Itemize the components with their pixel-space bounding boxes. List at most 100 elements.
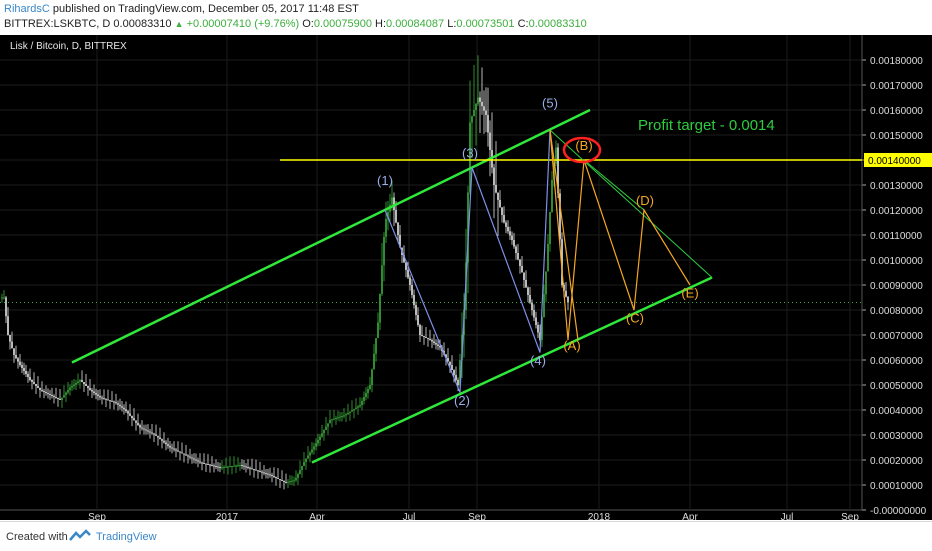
candle-body: [263, 472, 265, 474]
candle-body: [221, 467, 223, 469]
target-price-label: 0.00140000: [868, 156, 921, 167]
chart-panel[interactable]: 0.00180000 0.00170000 0.00160000 0.00150000…: [0, 35, 932, 520]
candle-body: [43, 391, 45, 392]
wave-label: (D): [636, 193, 654, 208]
triangle-segment: [583, 159, 645, 211]
high-value: 0.00084087: [386, 18, 445, 30]
candle-body: [381, 265, 383, 294]
publish-line: RihardsC published on TradingView.com, D…: [4, 3, 359, 15]
candle-body: [537, 325, 539, 333]
candle-body: [485, 110, 487, 115]
candle-body: [549, 212, 551, 244]
candle-body: [31, 380, 33, 382]
candle-body: [457, 380, 459, 385]
x-tick-label: 2017: [216, 512, 239, 520]
candle-body: [125, 409, 127, 412]
candle-body: [447, 358, 449, 362]
candle-body: [425, 337, 427, 338]
price-chart[interactable]: 0.00180000 0.00170000 0.00160000 0.00150000…: [0, 35, 932, 520]
candle-body: [91, 390, 93, 392]
candle-body: [183, 453, 185, 455]
candle-body: [285, 482, 287, 483]
candle-body: [429, 339, 431, 340]
candle-body: [211, 465, 213, 466]
candle-body: [163, 440, 165, 443]
candle-body: [1, 297, 3, 299]
candle-body: [327, 423, 329, 427]
candle-body: [547, 244, 549, 272]
low-value: 0.00073501: [456, 18, 515, 30]
candle-body: [59, 399, 61, 400]
candle-body: [45, 392, 47, 393]
profit-target-annotation: Profit target - 0.0014: [638, 117, 775, 134]
candle-body: [153, 433, 155, 435]
tradingview-brand[interactable]: TradingView: [96, 531, 157, 543]
candle-body: [7, 316, 9, 335]
candle-body: [419, 325, 421, 335]
candle-body: [301, 466, 303, 470]
candle-body: [75, 383, 77, 385]
candle-body: [305, 458, 307, 462]
candle-body: [479, 97, 481, 102]
candle-body: [249, 467, 251, 469]
candle-body: [353, 409, 355, 411]
candle-body: [149, 431, 151, 433]
candle-body: [175, 449, 177, 451]
candle-body: [113, 401, 115, 403]
candle-body: [349, 411, 351, 413]
y-tick-label: 0.00100000: [870, 256, 923, 267]
candle-body: [231, 466, 233, 467]
candle-body: [207, 464, 209, 465]
candle-body: [313, 446, 315, 450]
candle-body: [283, 481, 285, 482]
candle-body: [391, 197, 393, 205]
candle-body: [555, 147, 557, 164]
candle-body: [331, 419, 333, 421]
candle-body: [517, 253, 519, 260]
candle-body: [73, 384, 75, 386]
candle-body: [235, 465, 237, 467]
candle-body: [203, 463, 205, 464]
candle-body: [273, 476, 275, 477]
candle-body: [277, 478, 279, 479]
candle-body: [171, 447, 173, 449]
candle-body: [511, 235, 513, 240]
candle-body: [225, 466, 227, 468]
candle-body: [193, 458, 195, 460]
close-value: 0.00083310: [528, 18, 587, 30]
candle-body: [133, 418, 135, 421]
candle-body: [173, 448, 175, 450]
candle-body: [477, 97, 479, 104]
candle-body: [395, 210, 397, 223]
candle-body: [513, 240, 515, 247]
candle-body: [557, 147, 559, 194]
candle-body: [71, 386, 73, 388]
wave-path-orange: [549, 129, 691, 341]
candle-body: [449, 361, 451, 365]
candle-body: [247, 467, 249, 468]
x-tick-label: Jul: [403, 512, 416, 520]
candle-body: [135, 420, 137, 423]
candle-body: [341, 416, 343, 417]
candle-body: [51, 395, 53, 396]
wave-label: (2): [454, 393, 470, 408]
candle-body: [275, 477, 277, 478]
last-price: 0.00083310: [113, 18, 172, 30]
candle-body: [19, 361, 21, 365]
y-tick-label: 0.00020000: [870, 456, 923, 467]
candle-body: [375, 338, 377, 354]
candle-body: [319, 436, 321, 440]
open-label: O:: [302, 18, 314, 30]
up-triangle-icon: ▲: [174, 19, 184, 29]
candle-body: [61, 397, 63, 400]
candle-body: [309, 452, 311, 456]
candle-body: [251, 468, 253, 470]
candle-body: [337, 417, 339, 419]
candle-body: [289, 481, 291, 483]
candle-body: [367, 389, 369, 393]
candle-body: [89, 388, 91, 390]
wave-path-orange: [549, 129, 579, 341]
candle-body: [27, 374, 29, 377]
candle-body: [481, 101, 483, 107]
author-name[interactable]: RihardsC: [4, 3, 50, 15]
